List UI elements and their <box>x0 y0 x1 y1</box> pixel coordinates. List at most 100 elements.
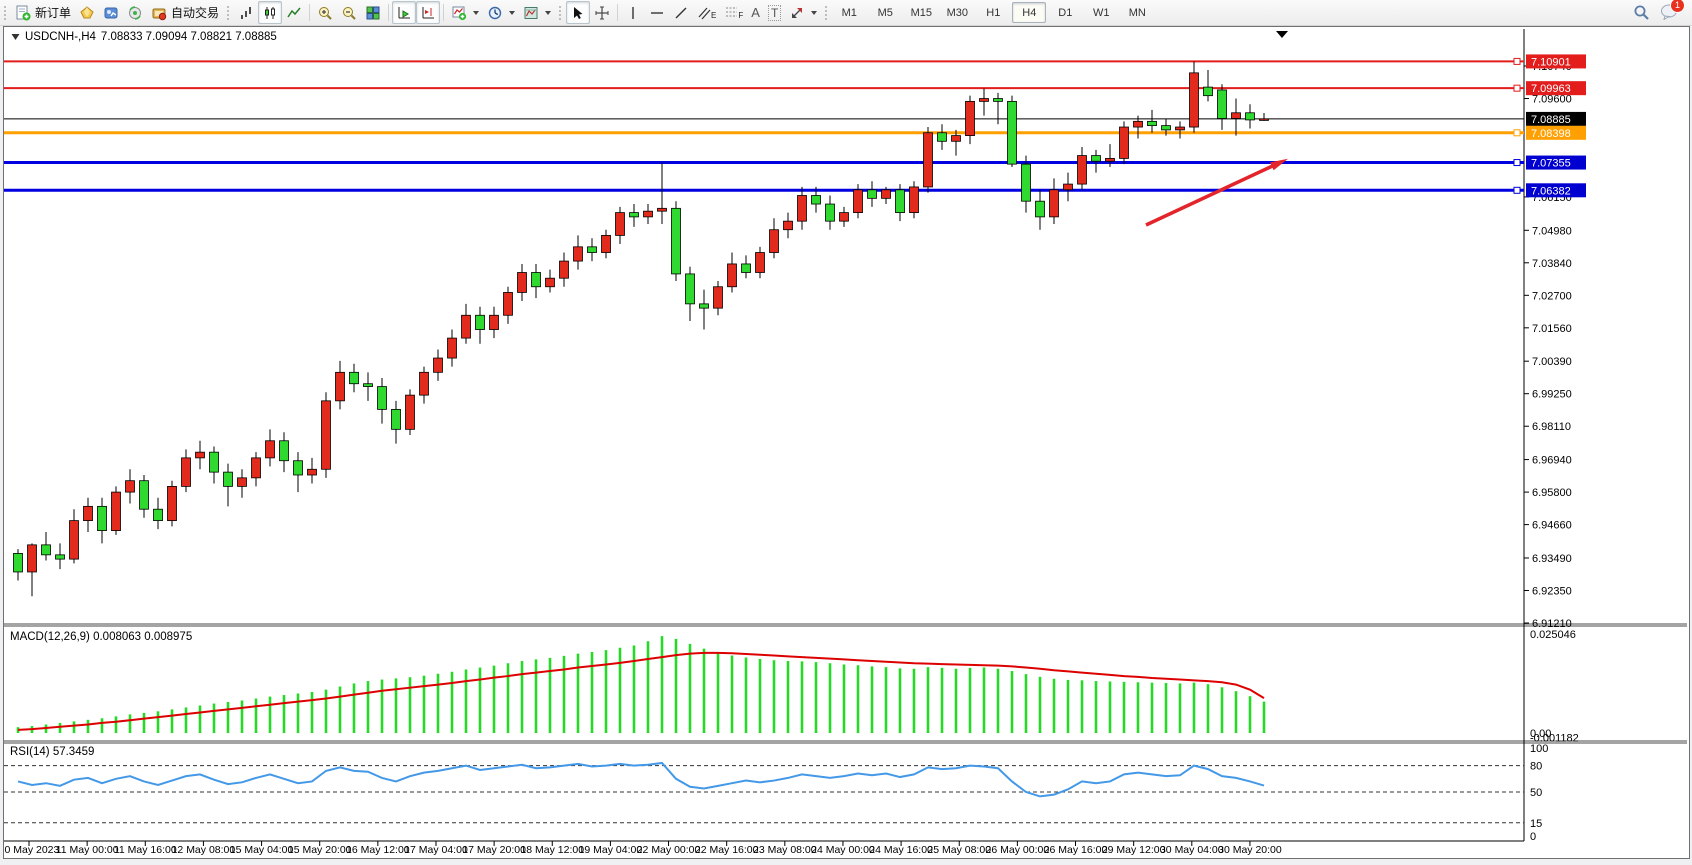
candle-body <box>489 314 499 330</box>
shapes-button[interactable] <box>785 1 821 24</box>
toolbar-grip[interactable] <box>3 4 8 21</box>
trend-arrow[interactable] <box>1145 158 1289 227</box>
price-axis-label: 6.94660 <box>1532 520 1572 532</box>
candle-body <box>279 440 289 462</box>
candle-body <box>111 491 121 531</box>
candle-body <box>195 451 205 459</box>
text-button[interactable]: A <box>747 1 764 24</box>
price-axis-label: 6.96940 <box>1532 455 1572 467</box>
vertical-line-button[interactable] <box>621 1 645 24</box>
candle-body <box>615 212 625 236</box>
candle-body <box>559 260 569 279</box>
timeframe-button-h4[interactable]: H4 <box>1012 2 1047 23</box>
timeframe-button-mn[interactable]: MN <box>1128 6 1146 19</box>
timeframe-button-m1[interactable]: M1 <box>841 6 857 19</box>
new-order-button[interactable]: 新订单 <box>11 1 75 24</box>
chart-plot: 7.107407.096007.061507.049807.038407.027… <box>4 29 1687 856</box>
toolbar-grip[interactable] <box>226 4 232 21</box>
candle-body <box>307 468 317 476</box>
svg-text:7.07355: 7.07355 <box>1531 158 1571 170</box>
crosshair-button[interactable] <box>590 1 614 24</box>
candle-body <box>1245 112 1255 121</box>
arrows-shapes-icon <box>792 7 803 18</box>
candle-body <box>433 357 443 373</box>
horizontal-price-lines[interactable] <box>4 57 1524 194</box>
tile-windows-button[interactable] <box>361 1 385 24</box>
timeframe-button-m30[interactable]: M30 <box>946 6 968 19</box>
candle-body <box>1035 200 1045 218</box>
zoom-in-icon <box>319 6 332 20</box>
macd-panel: 0.025046 0.00-0.001182 <box>16 629 1579 745</box>
date-axis-label: 22 May 16:00 <box>695 844 759 856</box>
timeframe-button-m5[interactable]: M5 <box>877 6 893 19</box>
trendline-button[interactable] <box>669 1 693 24</box>
notifications-button[interactable]: 1 <box>1660 0 1685 23</box>
auto-scroll-button[interactable] <box>392 1 417 24</box>
candle-body <box>573 246 583 262</box>
candle-body <box>69 520 79 560</box>
fibonacci-button[interactable]: F <box>720 1 747 24</box>
candle-body <box>55 554 65 560</box>
gold-gem-button[interactable] <box>75 1 99 24</box>
candle-body <box>671 207 681 275</box>
periods-button[interactable] <box>483 1 519 24</box>
candle-body <box>223 471 233 487</box>
chart-shift-icon <box>422 6 435 18</box>
candle-body <box>363 383 373 387</box>
price-badge: 7.10901 <box>1526 54 1586 68</box>
svg-text:7.09963: 7.09963 <box>1531 83 1571 95</box>
candle-body <box>1217 89 1227 119</box>
rsi-scale-label: 80 <box>1530 761 1542 773</box>
template-icon <box>524 6 538 19</box>
timeframe-button-h1[interactable]: H1 <box>986 6 1001 19</box>
chart-menu-triangle-icon[interactable] <box>11 33 20 41</box>
candle-body <box>727 263 737 288</box>
date-axis-label: 26 May 00:00 <box>986 844 1050 856</box>
line-chart-button[interactable] <box>282 1 306 24</box>
candle-body <box>1259 118 1269 121</box>
toolbar-grip[interactable] <box>558 4 564 21</box>
autotrading-button[interactable]: 自动交易 <box>147 1 223 24</box>
timeframe-button-d1[interactable]: D1 <box>1058 6 1073 19</box>
bar-chart-button[interactable] <box>234 1 258 24</box>
rsi-scale-label: 15 <box>1530 818 1542 830</box>
candle-body <box>1203 86 1213 97</box>
candle-body <box>293 460 303 476</box>
price-badge: 7.08885 <box>1526 111 1586 126</box>
radar-button[interactable] <box>123 1 147 24</box>
search-icon[interactable] <box>1633 4 1650 21</box>
svg-text:7.08885: 7.08885 <box>1531 114 1571 126</box>
price-axis-label: 6.93490 <box>1532 553 1572 565</box>
zoom-in-button[interactable] <box>313 1 337 24</box>
date-axis-label: 24 May 16:00 <box>869 844 933 856</box>
gold-gem-icon <box>80 5 94 18</box>
text-label-button[interactable]: T <box>764 1 785 24</box>
channel-sub-letter: E <box>711 11 717 20</box>
price-line-handle <box>1513 159 1521 167</box>
templates-button[interactable] <box>519 1 555 24</box>
timeframe-button-m15[interactable]: M15 <box>910 6 932 19</box>
toolbar-grip[interactable] <box>824 4 830 21</box>
horizontal-line-button[interactable] <box>645 1 669 24</box>
user-chart-button[interactable] <box>99 1 123 24</box>
candle-body <box>1049 189 1059 218</box>
candle-body <box>629 212 639 218</box>
equidistant-channel-button[interactable]: E <box>693 1 720 24</box>
candle-body <box>965 100 975 136</box>
timeframe-button-w1[interactable]: W1 <box>1093 6 1110 19</box>
candle-body <box>321 400 331 470</box>
candle-body <box>783 220 793 231</box>
chart-ohlc-values: 7.08833 7.09094 7.08821 7.08885 <box>100 31 277 43</box>
candlestick-chart-icon <box>265 6 276 19</box>
candle-body <box>1119 126 1129 159</box>
chart-shift-button[interactable] <box>416 1 441 24</box>
price-line-handle <box>1513 84 1521 92</box>
cursor-button[interactable] <box>566 1 591 24</box>
candlestick-chart-button[interactable] <box>258 1 283 24</box>
date-axis-label: 16 May 12:00 <box>346 844 410 856</box>
chart-shift-marker[interactable] <box>1276 31 1288 38</box>
text-tool-icon: A <box>751 5 760 20</box>
indicators-button[interactable] <box>447 1 483 24</box>
zoom-out-button[interactable] <box>337 1 361 24</box>
rsi-scale-label: 100 <box>1530 743 1548 755</box>
